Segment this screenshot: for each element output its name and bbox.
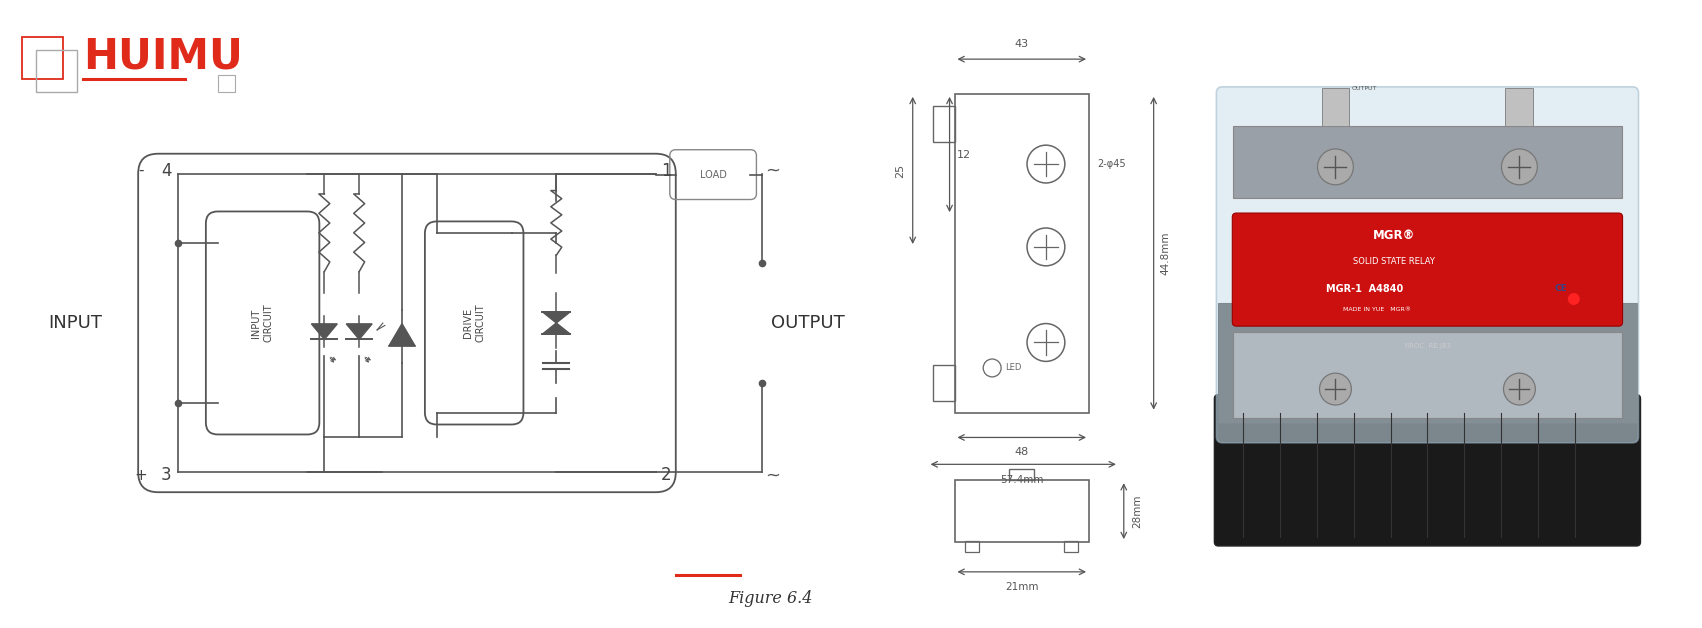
Circle shape	[1319, 373, 1351, 405]
Text: MADE IN YUE   MGR®: MADE IN YUE MGR®	[1343, 307, 1411, 312]
Text: OUTPUT: OUTPUT	[771, 314, 846, 332]
Text: ~: ~	[764, 161, 780, 180]
Text: LED: LED	[1006, 364, 1021, 372]
Bar	[22, 37, 63, 79]
Text: +: +	[134, 468, 148, 483]
Bar	[1064, 541, 1077, 552]
Text: 3: 3	[162, 466, 172, 484]
Text: 4: 4	[162, 161, 172, 180]
Text: 48: 48	[1014, 447, 1030, 457]
Text: MGR®: MGR®	[1374, 229, 1414, 242]
Bar	[1219, 303, 1637, 423]
Circle shape	[1501, 149, 1537, 185]
Text: ~: ~	[764, 466, 780, 484]
Bar	[933, 106, 955, 142]
Bar	[933, 365, 955, 401]
Text: 21mm: 21mm	[1004, 582, 1038, 592]
Text: 43: 43	[1014, 39, 1028, 49]
Bar	[965, 541, 979, 552]
Text: YIROC  RE.J83: YIROC RE.J83	[1404, 343, 1452, 349]
Bar	[218, 75, 235, 92]
Text: OUTPUT: OUTPUT	[1351, 85, 1377, 90]
FancyBboxPatch shape	[1217, 87, 1639, 443]
Bar	[1321, 88, 1350, 126]
Bar	[36, 50, 77, 92]
Bar	[1234, 332, 1622, 418]
Text: 57.4mm: 57.4mm	[1001, 475, 1043, 485]
Circle shape	[1503, 373, 1535, 405]
Text: HUIMU: HUIMU	[83, 35, 243, 77]
Polygon shape	[390, 323, 415, 345]
Polygon shape	[346, 324, 373, 339]
Text: 44.8mm: 44.8mm	[1161, 232, 1171, 275]
Text: Figure 6.4: Figure 6.4	[728, 590, 812, 607]
Bar	[1009, 469, 1035, 480]
Circle shape	[1317, 149, 1353, 185]
Text: MGR-1  A4840: MGR-1 A4840	[1326, 283, 1404, 293]
Bar	[955, 480, 1089, 542]
Text: INPUT
CIRCUIT: INPUT CIRCUIT	[252, 304, 274, 342]
Text: 28mm: 28mm	[1132, 494, 1142, 528]
FancyBboxPatch shape	[1232, 213, 1622, 326]
Text: 1: 1	[660, 161, 672, 180]
Bar	[1506, 88, 1534, 126]
Text: 25: 25	[895, 163, 905, 178]
Text: SOLID STATE RELAY: SOLID STATE RELAY	[1353, 257, 1435, 266]
Circle shape	[1568, 293, 1579, 305]
Polygon shape	[543, 312, 570, 323]
Text: DRIVE
CIRCUIT: DRIVE CIRCUIT	[463, 304, 485, 342]
Text: 2: 2	[660, 466, 672, 484]
Text: INPUT: INPUT	[48, 314, 102, 332]
Text: -: -	[138, 163, 145, 178]
Bar	[955, 94, 1089, 413]
Polygon shape	[543, 323, 570, 334]
Polygon shape	[311, 324, 337, 339]
Text: CE: CE	[1556, 284, 1568, 293]
Text: 2-φ45: 2-φ45	[1096, 159, 1125, 169]
Bar	[1234, 126, 1622, 198]
Text: LOAD: LOAD	[700, 170, 727, 180]
FancyBboxPatch shape	[1215, 394, 1641, 546]
Text: 12: 12	[957, 149, 970, 160]
